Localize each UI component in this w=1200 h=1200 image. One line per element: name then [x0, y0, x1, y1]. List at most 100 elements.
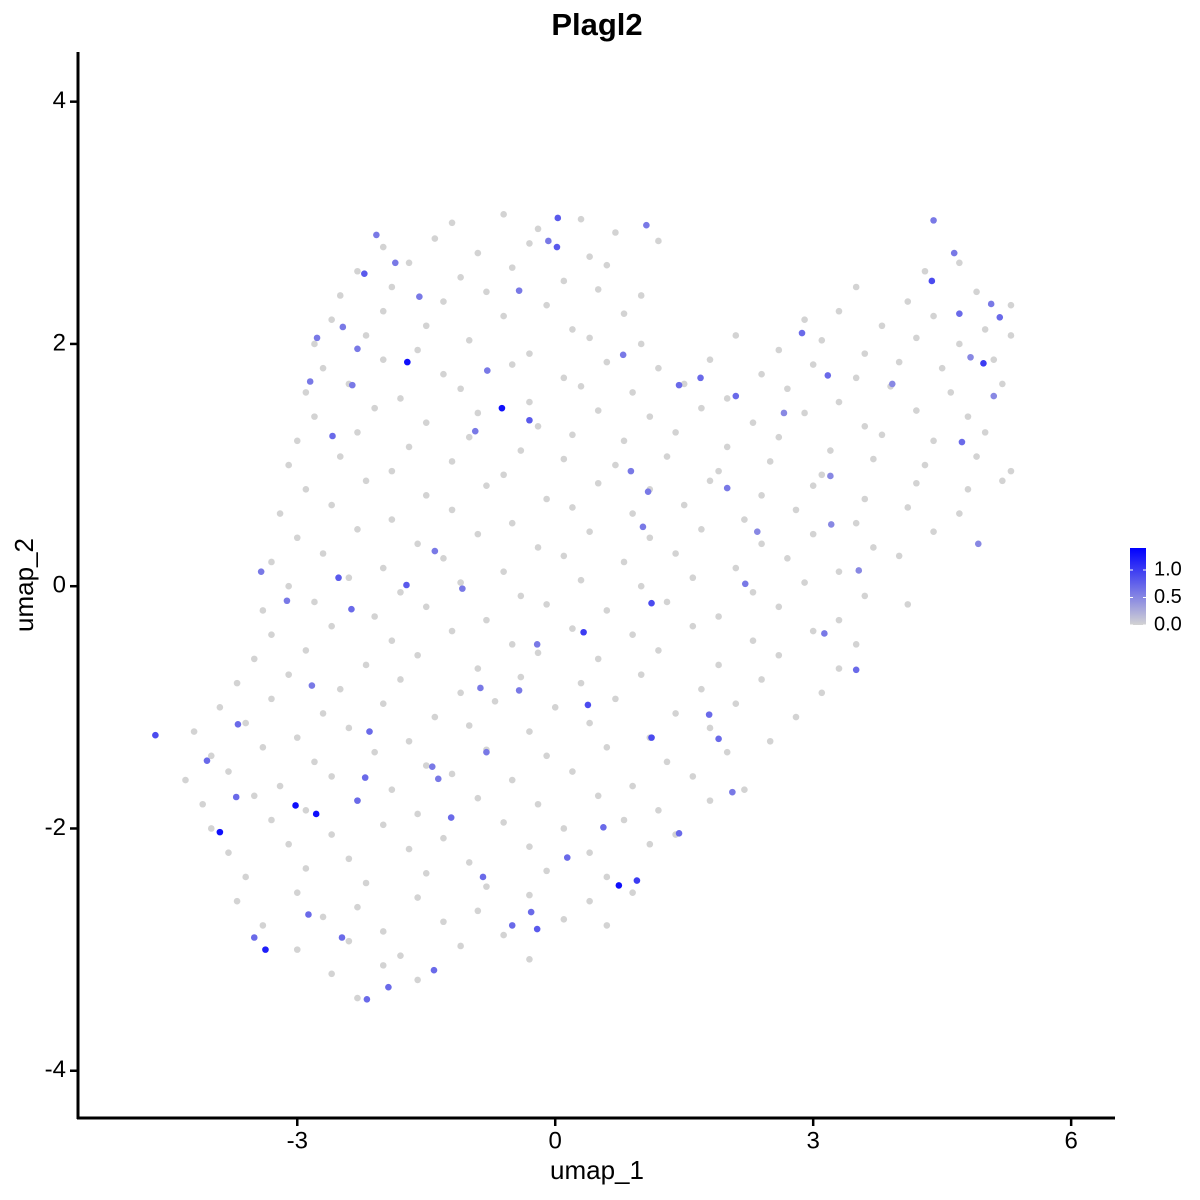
cell-point	[758, 540, 765, 548]
cell-point	[422, 603, 430, 611]
y-tick-label: -4	[45, 1056, 66, 1083]
cell-point	[560, 916, 568, 923]
cell-point	[152, 731, 159, 739]
cell-point	[629, 782, 636, 790]
cell-point	[431, 547, 439, 555]
cell-point	[448, 506, 456, 514]
cell-point	[956, 310, 963, 317]
cell-point	[646, 534, 654, 542]
cell-point	[569, 431, 576, 439]
cell-point	[457, 274, 464, 281]
cell-point	[527, 908, 535, 916]
cell-point	[577, 383, 585, 390]
cell-point	[689, 574, 697, 582]
cell-point	[534, 649, 542, 657]
cell-point	[723, 395, 731, 402]
cell-point	[329, 432, 336, 440]
y-axis-title: umap_2	[9, 538, 39, 632]
cell-point	[706, 797, 714, 804]
cell-point	[379, 928, 387, 935]
cell-point	[508, 361, 516, 368]
cell-point	[515, 687, 523, 694]
cell-point	[627, 467, 635, 475]
cell-point	[553, 243, 561, 251]
cell-point	[835, 616, 843, 624]
cell-point	[526, 240, 533, 247]
cell-point	[835, 665, 843, 672]
cell-point	[586, 528, 593, 535]
cell-point	[465, 859, 473, 866]
cell-point	[594, 655, 602, 663]
cell-point	[285, 461, 292, 469]
cell-point	[328, 773, 335, 780]
cell-point	[569, 326, 576, 333]
cell-point	[1007, 332, 1015, 339]
cell-point	[852, 666, 860, 674]
cell-point	[569, 768, 576, 775]
cell-point	[680, 380, 688, 388]
cell-point	[543, 301, 550, 309]
cell-point	[974, 540, 982, 548]
cell-point	[603, 873, 611, 881]
cell-point	[474, 530, 482, 538]
cell-point	[259, 744, 267, 751]
cell-point	[577, 215, 585, 223]
cell-point	[483, 482, 490, 489]
cell-point	[705, 711, 713, 718]
cell-point	[262, 946, 269, 953]
cell-point	[276, 510, 284, 517]
cell-point	[827, 521, 835, 528]
cell-point	[758, 676, 765, 683]
cell-point	[913, 407, 920, 414]
cell-point	[967, 353, 974, 361]
cell-point	[465, 722, 473, 729]
cell-point	[801, 409, 808, 417]
cell-point	[465, 433, 473, 441]
cell-point	[861, 423, 869, 430]
cell-point	[430, 966, 438, 974]
cell-point	[388, 283, 396, 291]
cell-point	[313, 334, 321, 342]
cell-point	[388, 786, 396, 794]
cell-point	[203, 757, 211, 764]
cell-point	[603, 922, 611, 929]
cell-point	[675, 830, 683, 837]
cell-point	[434, 775, 442, 783]
cell-point	[973, 288, 980, 296]
cell-point	[422, 419, 430, 426]
cell-point	[345, 855, 353, 863]
cell-point	[379, 700, 387, 708]
cell-point	[515, 287, 523, 294]
cell-point	[422, 870, 430, 877]
cell-point	[620, 816, 628, 824]
cell-point	[999, 477, 1006, 485]
cell-point	[498, 404, 506, 412]
cell-point	[250, 655, 258, 663]
cell-point	[1007, 467, 1015, 475]
cell-point	[990, 392, 998, 400]
cell-point	[545, 237, 552, 245]
cell-point	[637, 671, 645, 678]
cell-point	[508, 641, 516, 648]
cell-point	[302, 647, 310, 654]
cell-point	[534, 800, 542, 808]
cell-point	[447, 814, 455, 821]
cell-point	[345, 574, 353, 582]
cell-point	[543, 752, 550, 760]
cell-point	[646, 840, 654, 848]
cell-point	[861, 350, 869, 357]
cell-point	[500, 819, 507, 826]
cell-point	[580, 628, 587, 636]
cell-point	[987, 300, 995, 308]
cell-point	[852, 283, 860, 291]
cell-point	[620, 558, 628, 566]
cell-point	[672, 429, 679, 436]
cell-point	[878, 431, 886, 439]
cell-point	[947, 389, 955, 396]
cell-point	[930, 437, 937, 445]
cell-point	[921, 461, 929, 469]
cell-point	[852, 374, 860, 382]
cell-point	[821, 630, 828, 637]
cell-point	[366, 728, 373, 735]
color-bar-label: 1.0	[1154, 558, 1182, 580]
